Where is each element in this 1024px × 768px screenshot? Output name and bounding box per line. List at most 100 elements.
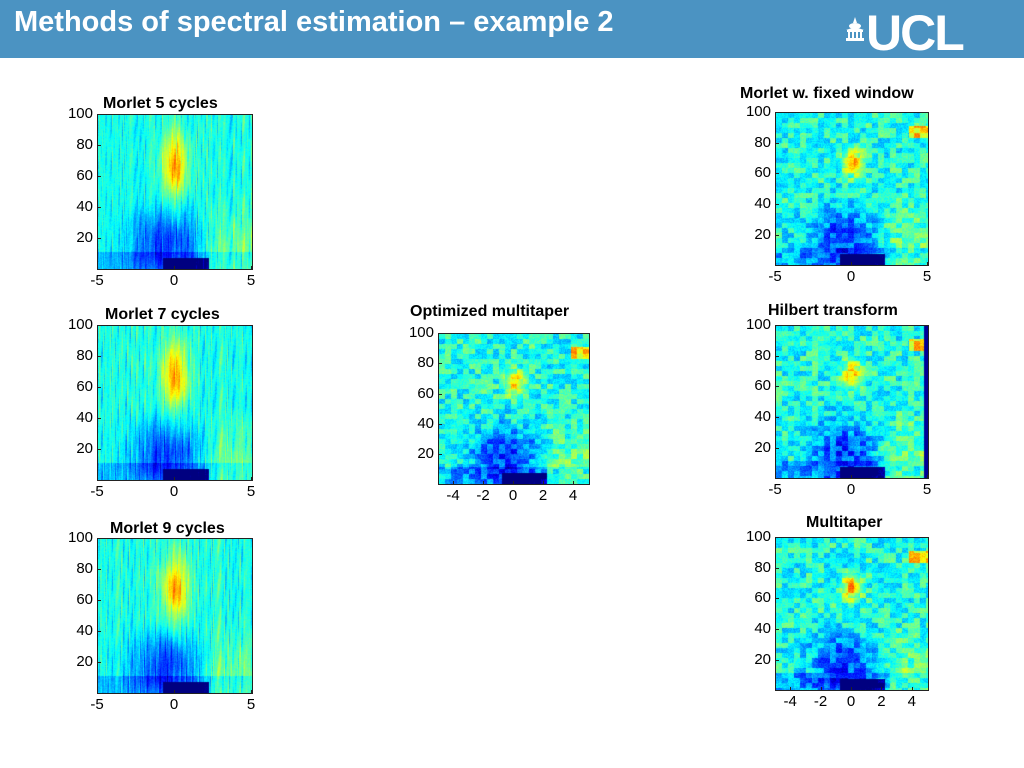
heatmap-plot-area [775, 325, 929, 479]
x-tick-label: 0 [169, 272, 179, 289]
x-tick-mark [851, 687, 852, 690]
y-tick-label: 20 [754, 650, 771, 668]
y-tick-mark [98, 238, 101, 239]
x-tick-label: 4 [907, 693, 916, 710]
heatmap-image [98, 326, 252, 480]
slide-header: Methods of spectral estimation – example… [0, 0, 1024, 61]
y-tick-mark [776, 448, 779, 449]
x-tick-label: 2 [877, 693, 886, 710]
y-tick-mark [776, 386, 779, 387]
y-tick-label: 100 [67, 529, 93, 546]
panel-title: Hilbert transform [768, 302, 898, 319]
y-tick-mark [98, 569, 101, 570]
x-tick-mark [174, 690, 175, 693]
y-tick-label: 20 [76, 229, 93, 247]
x-tick-label: 5 [246, 272, 256, 289]
x-tick-mark [543, 481, 544, 484]
y-tick-mark [98, 207, 101, 208]
x-tick-label: -5 [90, 483, 104, 500]
x-tick-label: 5 [246, 696, 256, 713]
y-tick-label: 60 [754, 589, 771, 607]
y-tick-mark [776, 173, 779, 174]
y-tick-label: 80 [76, 560, 93, 578]
x-tick-mark [775, 475, 776, 478]
y-tick-label: 20 [76, 653, 93, 671]
panel-title: Morlet 5 cycles [103, 95, 218, 112]
y-tick-label: 100 [408, 324, 434, 341]
heatmap-image [439, 334, 589, 484]
y-tick-mark [776, 568, 779, 569]
x-tick-label: 0 [846, 268, 856, 285]
y-tick-label: 40 [754, 408, 771, 426]
x-tick-label: -5 [90, 696, 104, 713]
x-tick-label: -5 [768, 268, 782, 285]
y-tick-label: 40 [754, 195, 771, 213]
y-tick-label: 20 [754, 225, 771, 243]
x-tick-label: 5 [922, 268, 932, 285]
x-tick-mark [881, 687, 882, 690]
y-tick-label: 100 [745, 103, 771, 120]
x-tick-mark [821, 687, 822, 690]
x-tick-label: 0 [169, 696, 179, 713]
x-tick-mark [483, 481, 484, 484]
y-tick-label: 80 [76, 136, 93, 154]
x-tick-mark [97, 266, 98, 269]
y-tick-label: 100 [745, 528, 771, 545]
x-tick-mark [97, 477, 98, 480]
y-tick-label: 40 [76, 409, 93, 427]
x-tick-mark [775, 262, 776, 265]
x-tick-mark [573, 481, 574, 484]
y-tick-mark [776, 598, 779, 599]
panel-title: Morlet 9 cycles [110, 520, 225, 537]
heatmap-plot-area [775, 112, 929, 266]
x-tick-mark [912, 687, 913, 690]
x-tick-mark [927, 262, 928, 265]
ucl-logo: UCL [866, 5, 965, 61]
y-tick-label: 40 [76, 198, 93, 216]
y-tick-mark [98, 449, 101, 450]
y-tick-mark [98, 356, 101, 357]
y-tick-mark [439, 394, 442, 395]
y-tick-label: 80 [754, 346, 771, 364]
x-tick-label: -5 [768, 481, 782, 498]
x-tick-label: 5 [246, 483, 256, 500]
y-tick-label: 40 [417, 414, 434, 432]
y-tick-label: 100 [67, 105, 93, 122]
x-tick-label: 0 [846, 693, 856, 710]
x-tick-label: 0 [508, 487, 518, 504]
x-tick-mark [251, 266, 252, 269]
y-tick-mark [98, 418, 101, 419]
x-tick-mark [174, 266, 175, 269]
x-tick-mark [927, 475, 928, 478]
heatmap-plot-area [775, 537, 929, 691]
heatmap-image [776, 113, 928, 265]
x-tick-mark [513, 481, 514, 484]
x-tick-label: 0 [846, 481, 856, 498]
y-tick-mark [776, 235, 779, 236]
y-tick-label: 60 [754, 164, 771, 182]
panel-title: Optimized multitaper [410, 303, 570, 320]
y-tick-mark [98, 662, 101, 663]
slide-title: Methods of spectral estimation – example… [14, 6, 614, 38]
x-tick-label: -4 [446, 487, 460, 504]
y-tick-label: 60 [754, 377, 771, 395]
panel-title: Morlet w. fixed window [740, 85, 914, 102]
x-tick-label: 5 [922, 481, 932, 498]
y-tick-label: 40 [76, 622, 93, 640]
heatmap-plot-area [97, 114, 253, 270]
y-tick-label: 80 [417, 354, 434, 372]
heatmap-plot-area [438, 333, 590, 485]
heatmap-image [98, 115, 252, 269]
y-tick-label: 80 [754, 133, 771, 151]
x-tick-mark [97, 690, 98, 693]
x-tick-label: 0 [169, 483, 179, 500]
y-tick-mark [98, 631, 101, 632]
x-tick-label: -5 [90, 272, 104, 289]
y-tick-label: 60 [76, 591, 93, 609]
y-tick-mark [776, 143, 779, 144]
y-tick-label: 20 [76, 440, 93, 458]
x-tick-label: -2 [813, 693, 828, 710]
y-tick-label: 20 [754, 438, 771, 456]
x-tick-mark [251, 690, 252, 693]
y-tick-label: 80 [754, 558, 771, 576]
